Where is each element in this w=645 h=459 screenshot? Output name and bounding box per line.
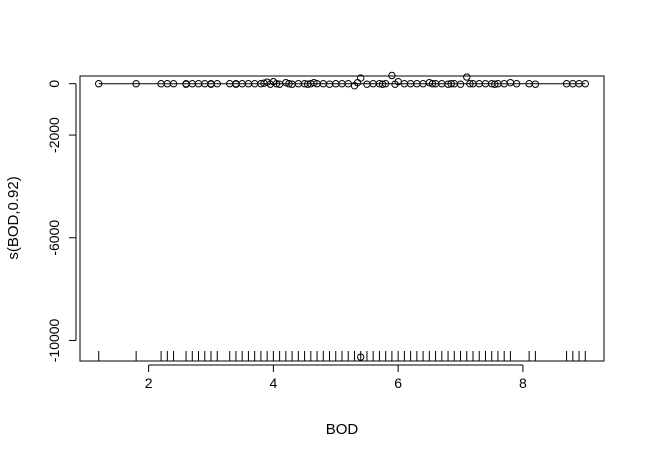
data-point [285, 80, 293, 88]
data-point [357, 74, 365, 82]
x-tick-label: 6 [394, 375, 402, 391]
data-point [169, 80, 178, 88]
x-tick-label: 8 [519, 375, 527, 391]
x-axis: 2 4 6 8 [145, 364, 527, 391]
plot-frame [79, 75, 605, 362]
data-point [456, 80, 465, 88]
data-point [310, 78, 318, 87]
data-point [357, 353, 365, 361]
data-points [95, 71, 589, 361]
data-point [466, 80, 474, 88]
rug-marks [98, 351, 586, 361]
data-point [388, 71, 396, 80]
y-tick-label: -6000 [46, 220, 62, 256]
data-point [381, 80, 390, 88]
x-tick-label: 2 [145, 375, 153, 391]
y-tick-label: 0 [46, 80, 62, 88]
data-point [213, 80, 221, 88]
data-point [363, 80, 371, 88]
data-point [506, 78, 515, 87]
data-point [428, 80, 437, 88]
data-point [491, 80, 499, 88]
data-point [132, 80, 140, 88]
y-tick-label: -10000 [46, 318, 62, 362]
data-point [531, 80, 540, 88]
y-tick-label: -2000 [46, 117, 62, 153]
data-point [463, 73, 471, 81]
data-point [447, 80, 455, 88]
data-point [581, 80, 589, 88]
data-point [512, 80, 521, 88]
data-point [95, 80, 103, 88]
y-axis-label: s(BOD,0.92) [5, 176, 22, 259]
data-point [378, 80, 387, 88]
y-axis: 0 -2000 -6000 -10000 [46, 80, 77, 362]
data-point [325, 80, 334, 88]
x-tick-label: 4 [269, 375, 277, 391]
data-point [272, 80, 281, 88]
x-axis-label: BOD [326, 421, 359, 438]
